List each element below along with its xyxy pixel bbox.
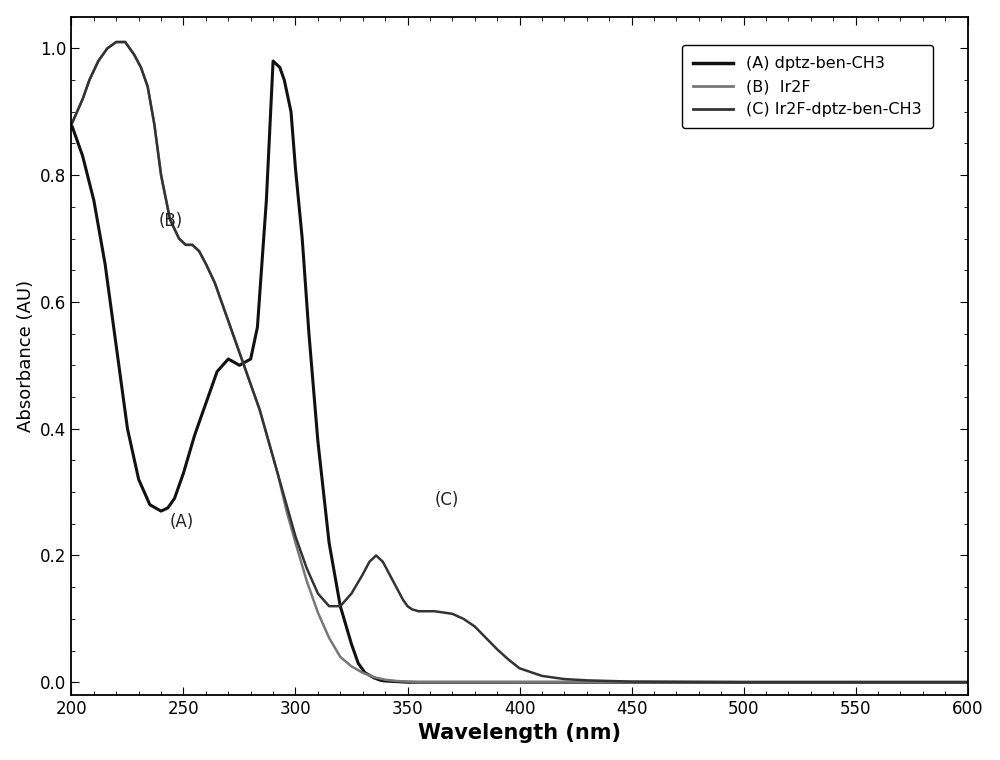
Text: (A): (A) <box>170 513 194 531</box>
Text: (B): (B) <box>159 212 183 230</box>
Legend: (A) dptz-ben-CH3, (B)  Ir2F, (C) Ir2F-dptz-ben-CH3: (A) dptz-ben-CH3, (B) Ir2F, (C) Ir2F-dpt… <box>682 45 933 128</box>
Text: (C): (C) <box>434 491 459 508</box>
Y-axis label: Absorbance (AU): Absorbance (AU) <box>17 280 35 432</box>
X-axis label: Wavelength (nm): Wavelength (nm) <box>418 724 621 743</box>
